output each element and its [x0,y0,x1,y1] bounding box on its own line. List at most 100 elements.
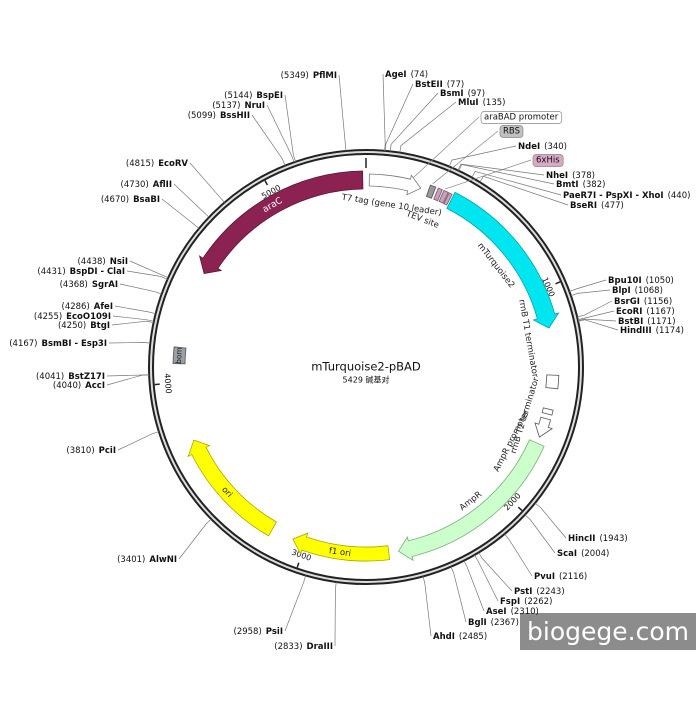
site-position: (4286) [62,302,90,312]
site-position: (440) [668,191,691,201]
site-line [118,432,159,450]
site-label: (4286) AfeI [62,302,113,312]
site-line [127,271,168,279]
site-line [449,146,516,167]
feature-promoter-arrow [535,417,552,437]
site-name: BstEII [415,80,443,90]
site-position: (4167) [9,339,37,349]
site-label: (4438) NsiI [77,257,128,267]
site-position: (2367) [491,618,519,628]
site-position: (5137) [212,101,240,111]
site-line [505,534,532,576]
site-label: (4670)BsaBI [101,195,160,205]
site-position: (3810) [66,446,94,456]
site-name: AfeI [94,302,113,312]
site-name: BsaBI [133,195,160,205]
site-position: (4250) [58,321,86,331]
site-label: (4730)AflII [121,180,172,190]
site-line [400,102,456,153]
site-position: (2004) [581,549,609,559]
callout: 6xHis [533,155,563,167]
site-line [162,199,199,229]
site-position: (2116) [559,572,587,582]
site-line [475,555,499,601]
site-label: (4431)BspDI - ClaI [37,267,125,277]
site-label: EcoRI(1167) [616,307,675,317]
site-label: ScaI(2004) [557,549,609,559]
site-name: AlwNI [149,555,177,565]
site-position: (477) [601,201,624,211]
site-label: Bpu10I(1050) [608,276,674,286]
site-line [179,519,211,559]
site-line [107,375,149,385]
site-name: BssHII [220,111,250,121]
site-line [113,316,154,321]
site-position: (1174) [656,326,684,336]
site-line [577,301,612,317]
site-name: SgrAI [92,280,118,290]
site-line [115,306,156,314]
scale-tick [297,563,299,568]
site-name: NsiI [110,257,128,267]
site-label: (4040) AccI [53,381,105,391]
site-label: (2833)DraIII [274,642,333,652]
site-name: AccI [85,381,105,391]
callout-label: araBAD promoter [484,113,559,123]
site-label: (5099) BssHII [188,111,250,121]
site-label: (4255)EcoO109I [34,312,111,322]
site-line [285,95,296,162]
site-label: (5144)BspEI [224,91,283,101]
site-label: (2958)PsiI [234,627,283,637]
site-name: PaeR7I - PspXI - XhoI [563,191,664,201]
site-label: (5137)NruI [212,101,265,111]
site-label: (5349)PflMI [281,71,337,81]
site-name: BtgI [90,321,110,331]
site-position: (4438) [77,257,105,267]
site-name: BstZ17I [68,372,105,382]
site-name: BglI [468,618,487,628]
site-name: BspDI - ClaI [70,267,125,277]
site-label: PaeR7I - PspXI - XhoI (440) [563,191,690,201]
site-position: (1943) [599,534,627,544]
site-position: (4040) [53,381,81,391]
site-position: (4041) [36,372,64,382]
site-label: (3401)AlwNI [117,555,177,565]
site-name: BspEI [256,91,283,101]
feature-ori [188,440,276,536]
site-label: NdeI(340) [518,142,567,152]
site-name: NdeI [518,142,540,152]
site-position: (4815) [126,159,154,169]
site-line [252,115,285,166]
site-line [525,515,555,553]
site-line [385,84,413,151]
site-label: BlpI(1068) [612,286,663,296]
site-name: AgeI [385,70,407,80]
site-position: (5099) [188,111,216,121]
site-label: AgeI (74) [385,70,428,80]
feature-terminator-box [546,375,559,389]
site-label: AhdI(2485) [433,632,487,642]
feature-t7-tag [369,174,421,195]
site-name: Bpu10I [608,276,642,286]
site-name: MluI [458,98,479,108]
site-label: BglI (2367) [468,618,519,628]
site-line [267,105,294,162]
site-position: (1156) [644,297,672,307]
site-line [578,320,618,330]
site-line [458,164,544,175]
site-label: (4368)SgrAI [60,280,118,290]
site-position: (2243) [536,587,564,597]
site-label: BseRI(477) [570,201,624,211]
site-line [285,575,306,631]
site-line [190,163,225,203]
scale-tick [556,282,561,284]
site-name: HincII [568,534,595,544]
site-position: (382) [583,180,606,190]
site-name: PvuI [534,572,555,582]
site-line [335,582,336,646]
site-line [383,74,385,151]
site-position: (74) [411,70,428,80]
site-position: (2485) [459,632,487,642]
site-label: HindIII(1174) [620,326,684,336]
scale-label: 4000 [162,373,173,394]
